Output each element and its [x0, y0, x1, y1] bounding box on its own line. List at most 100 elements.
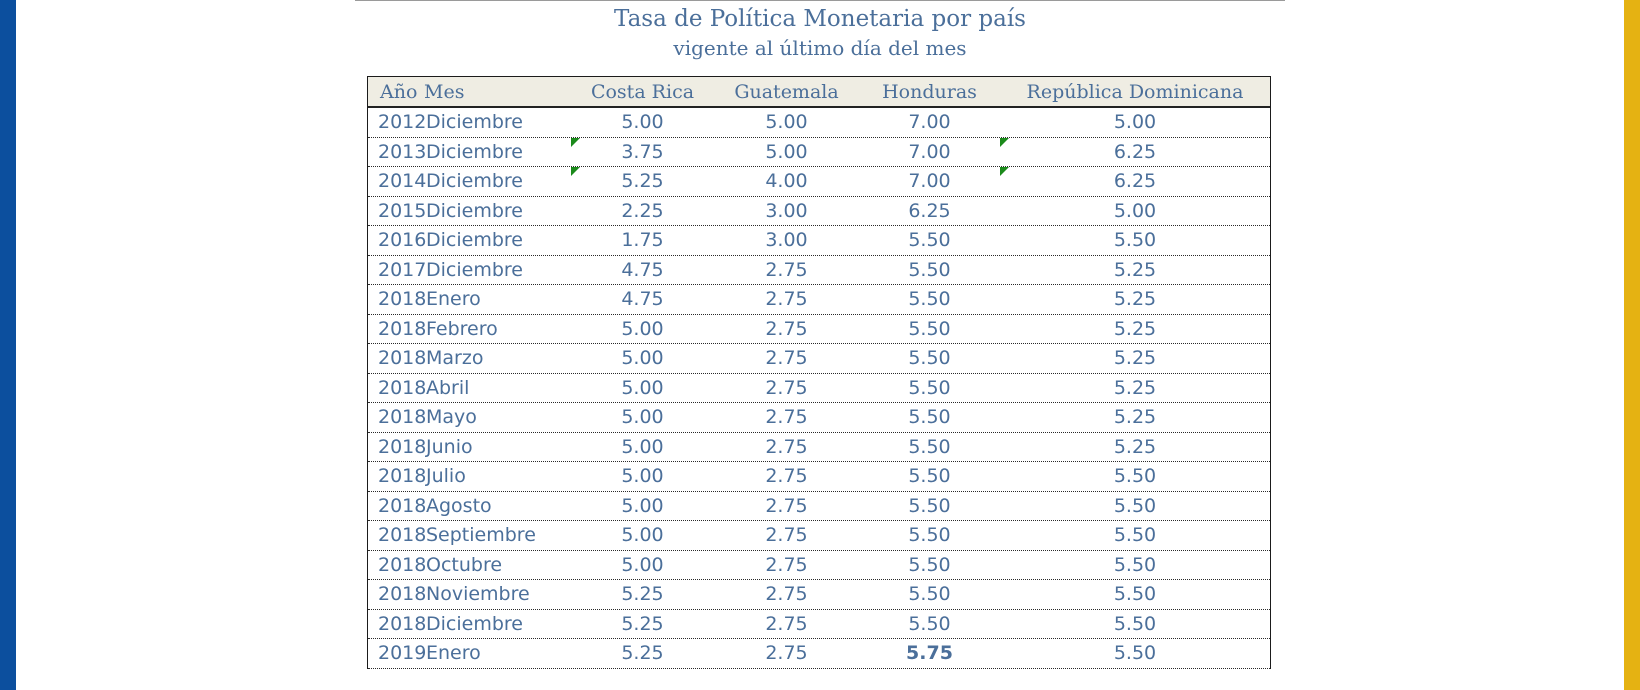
- cell-month: Diciembre: [418, 229, 571, 251]
- cell-costa-rica: 5.00: [571, 318, 714, 340]
- cell-honduras-value: 7.00: [908, 140, 951, 163]
- table-row: 2018 Julio 5.00 2.75 5.50 5.50: [368, 462, 1270, 492]
- table-row: 2018 Marzo 5.00 2.75 5.50 5.25: [368, 344, 1270, 374]
- cell-month-value: Septiembre: [426, 524, 536, 547]
- cell-year: 2018: [368, 288, 426, 310]
- cell-year-value: 2018: [378, 288, 427, 311]
- cell-year: 2015: [368, 200, 426, 222]
- cell-month-value: Enero: [426, 288, 481, 311]
- cell-honduras: 5.50: [859, 318, 1000, 340]
- cell-year-value: 2018: [378, 583, 427, 606]
- cell-costa-rica-value: 5.00: [621, 376, 664, 399]
- table-row: 2018 Enero 4.75 2.75 5.50 5.25: [368, 285, 1270, 315]
- cell-costa-rica: 2.25: [571, 200, 714, 222]
- cell-costa-rica: 5.00: [571, 406, 714, 428]
- header-republica-dominicana: República Dominicana: [1026, 80, 1244, 103]
- cell-year-value: 2017: [378, 258, 427, 281]
- left-accent-bar: [0, 0, 16, 690]
- cell-month-value: Marzo: [426, 347, 484, 370]
- cell-republica-dominicana: 5.25: [1000, 318, 1270, 340]
- cell-republica-dominicana-value: 5.25: [1113, 406, 1157, 429]
- cell-marker-icon: [571, 167, 580, 177]
- table-row: 2013 Diciembre 3.75 5.00 7.00 6.25: [368, 137, 1270, 167]
- cell-honduras: 5.50: [859, 229, 1000, 251]
- cell-year-value: 2012: [378, 111, 427, 134]
- cell-year: 2018: [368, 347, 426, 369]
- cell-costa-rica: 5.00: [571, 111, 714, 133]
- cell-guatemala: 2.75: [714, 583, 859, 605]
- cell-guatemala-value: 2.75: [765, 553, 808, 576]
- cell-honduras-value: 5.50: [908, 553, 951, 576]
- cell-republica-dominicana: 5.50: [1000, 642, 1270, 664]
- cell-republica-dominicana-value: 5.50: [1113, 465, 1157, 488]
- cell-year: 2018: [368, 495, 426, 517]
- cell-republica-dominicana-value: 6.25: [1113, 170, 1157, 193]
- cell-month: Diciembre: [418, 111, 571, 133]
- cell-guatemala-value: 2.75: [765, 642, 808, 665]
- cell-guatemala: 3.00: [714, 200, 859, 222]
- cell-republica-dominicana: 5.25: [1000, 436, 1270, 458]
- cell-honduras-value: 5.50: [908, 583, 951, 606]
- cell-guatemala: 2.75: [714, 495, 859, 517]
- cell-honduras: 5.50: [859, 613, 1000, 635]
- cell-guatemala: 2.75: [714, 318, 859, 340]
- table-row: 2017 Diciembre 4.75 2.75 5.50 5.25: [368, 256, 1270, 285]
- cell-honduras-value: 5.50: [908, 347, 951, 370]
- cell-month-value: Mayo: [426, 406, 477, 429]
- cell-honduras: 5.50: [859, 583, 1000, 605]
- cell-month-value: Agosto: [426, 494, 492, 517]
- cell-year-value: 2018: [378, 376, 427, 399]
- table-title: Tasa de Política Monetaria por país: [614, 6, 1026, 32]
- cell-guatemala-value: 2.75: [765, 494, 808, 517]
- cell-republica-dominicana: 5.25: [1000, 406, 1270, 428]
- cell-month-value: Noviembre: [426, 583, 530, 606]
- cell-year: 2012: [368, 111, 426, 133]
- cell-year: 2013: [368, 141, 426, 163]
- cell-year: 2018: [368, 583, 426, 605]
- cell-month-value: Octubre: [426, 553, 503, 576]
- cell-costa-rica-value: 5.25: [621, 642, 664, 665]
- cell-honduras: 7.00: [859, 111, 1000, 133]
- cell-year: 2014: [368, 170, 426, 192]
- cell-costa-rica: 5.00: [571, 554, 714, 576]
- cell-honduras-value: 5.50: [908, 406, 951, 429]
- table-row: 2018 Octubre 5.00 2.75 5.50 5.50: [368, 551, 1270, 580]
- cell-costa-rica: 3.75: [571, 137, 714, 163]
- cell-guatemala-value: 2.75: [765, 288, 808, 311]
- cell-guatemala-value: 2.75: [765, 258, 808, 281]
- cell-costa-rica-value: 5.00: [621, 524, 664, 547]
- cell-month: Diciembre: [418, 259, 571, 281]
- cell-guatemala-value: 2.75: [765, 524, 808, 547]
- cell-guatemala: 2.75: [714, 465, 859, 487]
- right-accent-bar: [1624, 0, 1640, 690]
- cell-guatemala: 3.00: [714, 229, 859, 251]
- cell-month: Marzo: [418, 347, 571, 369]
- cell-year-value: 2018: [378, 435, 427, 458]
- header-month: Mes: [424, 80, 465, 103]
- cell-republica-dominicana-value: 5.50: [1113, 524, 1157, 547]
- table-row: 2019 Enero 5.25 2.75 5.75 5.50: [368, 639, 1270, 669]
- cell-republica-dominicana: 5.25: [1000, 377, 1270, 399]
- cell-republica-dominicana-value: 5.25: [1113, 288, 1157, 311]
- cell-marker-icon: [1000, 137, 1009, 147]
- table-row: 2018 Septiembre 5.00 2.75 5.50 5.50: [368, 521, 1270, 551]
- cell-year: 2017: [368, 259, 426, 281]
- cell-month: Julio: [418, 465, 571, 487]
- cell-month-value: Diciembre: [426, 111, 523, 134]
- cell-year-value: 2018: [378, 465, 427, 488]
- cell-honduras-value: 6.25: [908, 199, 951, 222]
- cell-month: Diciembre: [418, 141, 571, 163]
- cell-republica-dominicana-value: 5.50: [1113, 612, 1157, 635]
- table-row: 2018 Febrero 5.00 2.75 5.50 5.25: [368, 315, 1270, 344]
- cell-costa-rica-value: 3.75: [621, 140, 664, 163]
- cell-year-value: 2018: [378, 494, 427, 517]
- cell-costa-rica-value: 4.75: [621, 258, 664, 281]
- cell-guatemala: 2.75: [714, 259, 859, 281]
- cell-guatemala-value: 3.00: [765, 229, 808, 252]
- cell-republica-dominicana: 5.50: [1000, 495, 1270, 517]
- table-row: 2016 Diciembre 1.75 3.00 5.50 5.50: [368, 226, 1270, 256]
- cell-republica-dominicana-value: 5.25: [1113, 347, 1157, 370]
- cell-year-value: 2016: [378, 229, 427, 252]
- cell-month: Agosto: [418, 495, 571, 517]
- cell-costa-rica: 1.75: [571, 229, 714, 251]
